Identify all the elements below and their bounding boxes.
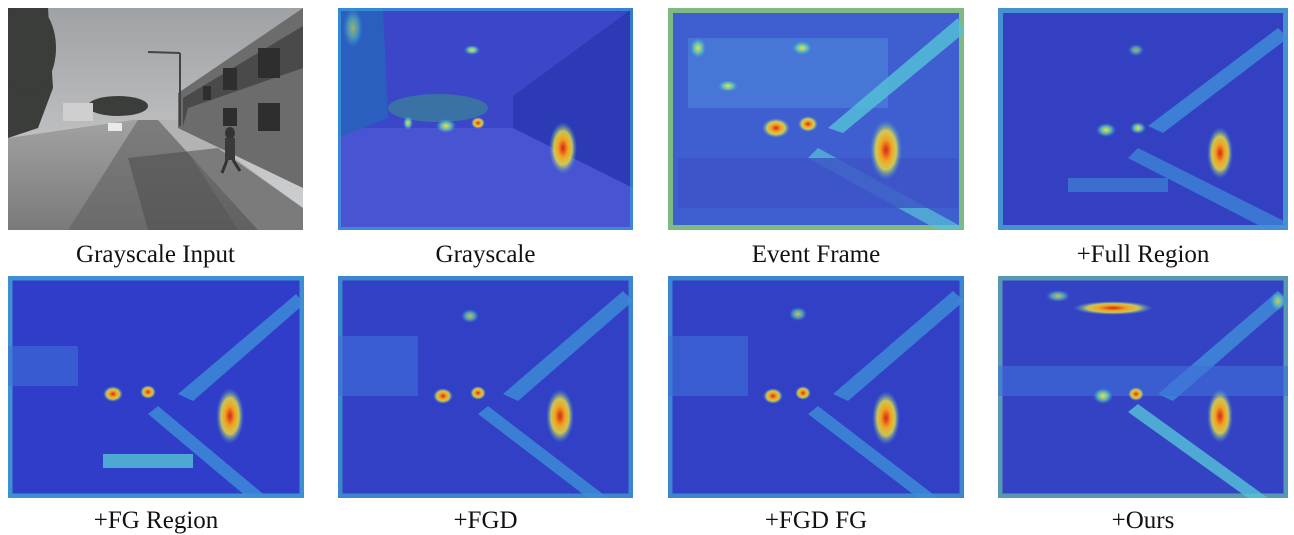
heatmap-event-frame [668, 8, 964, 230]
heatmap-fgd-fg [668, 276, 964, 498]
heatmap-fg-region [8, 276, 304, 498]
caption-grayscale-input: Grayscale Input [76, 241, 235, 268]
caption-ours: +Ours [1111, 507, 1175, 534]
caption-grayscale: Grayscale [435, 241, 536, 268]
caption-fgd: +FGD [453, 507, 518, 534]
grayscale-input-image [8, 8, 303, 230]
caption-fgd-fg: +FGD FG [764, 507, 868, 534]
heatmap-ours [998, 276, 1288, 498]
caption-event-frame: Event Frame [751, 241, 881, 268]
heatmap-grayscale [338, 8, 633, 230]
caption-full-region: +Full Region [1076, 241, 1210, 268]
heatmap-full-region [998, 8, 1288, 230]
caption-fg-region: +FG Region [93, 507, 219, 534]
heatmap-fgd [338, 276, 633, 498]
